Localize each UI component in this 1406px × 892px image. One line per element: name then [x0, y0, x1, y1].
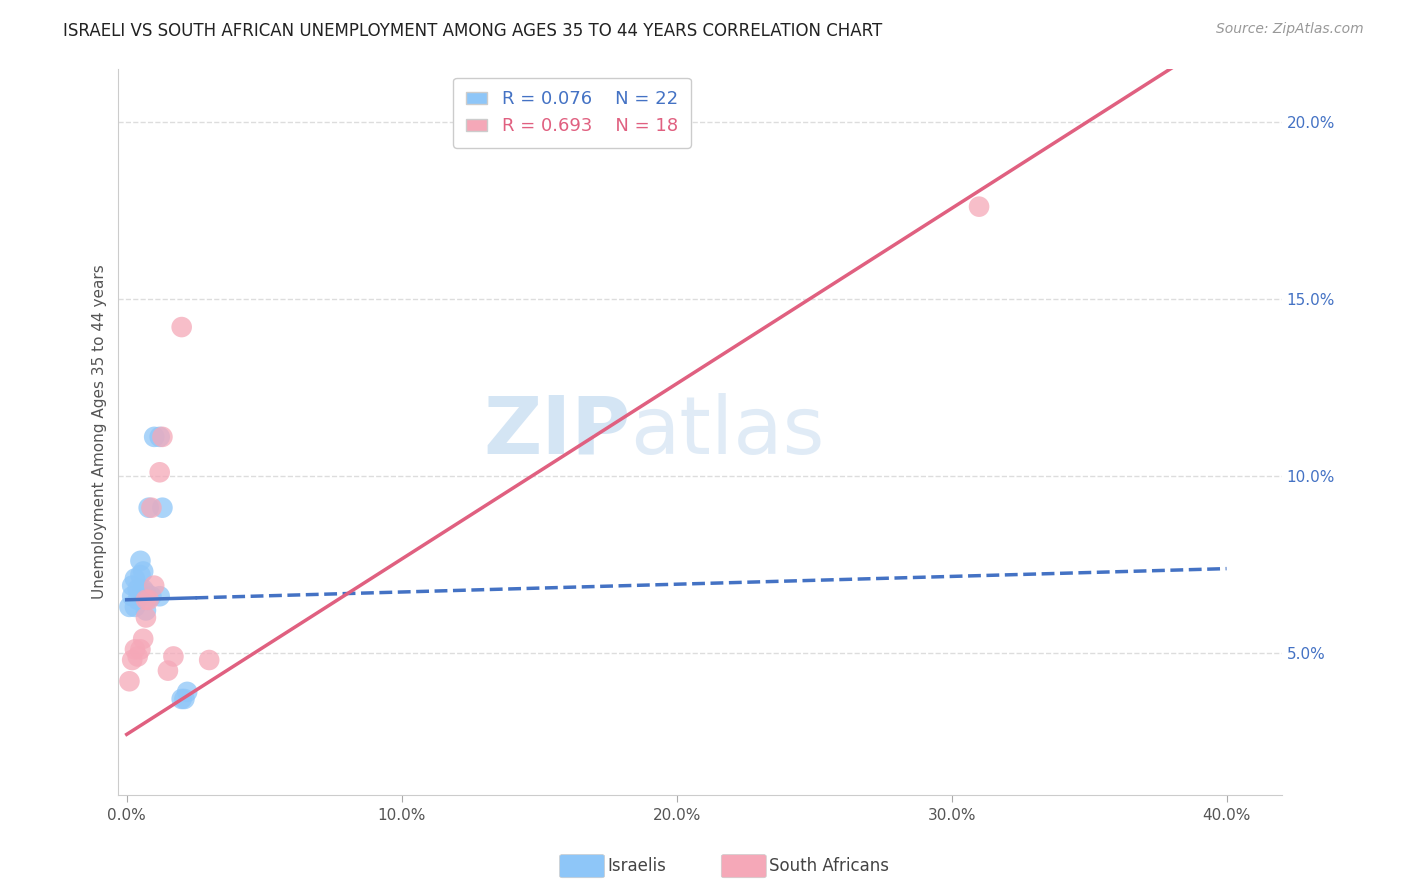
- Point: [118, 599, 141, 614]
- Text: atlas: atlas: [630, 392, 824, 471]
- Point: [176, 685, 198, 699]
- Point: [129, 568, 152, 582]
- Point: [138, 592, 160, 607]
- Point: [967, 200, 990, 214]
- Point: [124, 599, 146, 614]
- Point: [162, 649, 184, 664]
- Point: [135, 603, 157, 617]
- Point: [138, 500, 160, 515]
- Point: [170, 692, 193, 706]
- Point: [135, 610, 157, 624]
- Point: [132, 582, 155, 597]
- Point: [121, 589, 143, 603]
- Text: South Africans: South Africans: [769, 857, 889, 875]
- Point: [149, 589, 172, 603]
- Point: [152, 430, 174, 444]
- Point: [127, 592, 149, 607]
- Legend: R = 0.076    N = 22, R = 0.693    N = 18: R = 0.076 N = 22, R = 0.693 N = 18: [453, 78, 690, 148]
- Point: [198, 653, 221, 667]
- Point: [132, 565, 155, 579]
- Point: [135, 585, 157, 599]
- Point: [129, 642, 152, 657]
- Point: [121, 653, 143, 667]
- Point: [129, 554, 152, 568]
- Text: ISRAELI VS SOUTH AFRICAN UNEMPLOYMENT AMONG AGES 35 TO 44 YEARS CORRELATION CHAR: ISRAELI VS SOUTH AFRICAN UNEMPLOYMENT AM…: [63, 22, 883, 40]
- Point: [170, 320, 193, 334]
- Point: [152, 500, 174, 515]
- Text: ZIP: ZIP: [482, 392, 630, 471]
- Text: Source: ZipAtlas.com: Source: ZipAtlas.com: [1216, 22, 1364, 37]
- Point: [173, 692, 195, 706]
- Point: [149, 465, 172, 479]
- Point: [149, 430, 172, 444]
- Point: [127, 582, 149, 597]
- Point: [141, 500, 163, 515]
- Point: [132, 632, 155, 646]
- Point: [143, 579, 166, 593]
- Point: [156, 664, 179, 678]
- Point: [135, 592, 157, 607]
- Point: [143, 430, 166, 444]
- Point: [124, 572, 146, 586]
- Point: [141, 589, 163, 603]
- Point: [121, 579, 143, 593]
- Y-axis label: Unemployment Among Ages 35 to 44 years: Unemployment Among Ages 35 to 44 years: [93, 264, 107, 599]
- Text: Israelis: Israelis: [607, 857, 666, 875]
- Point: [124, 642, 146, 657]
- Point: [118, 674, 141, 689]
- Point: [127, 649, 149, 664]
